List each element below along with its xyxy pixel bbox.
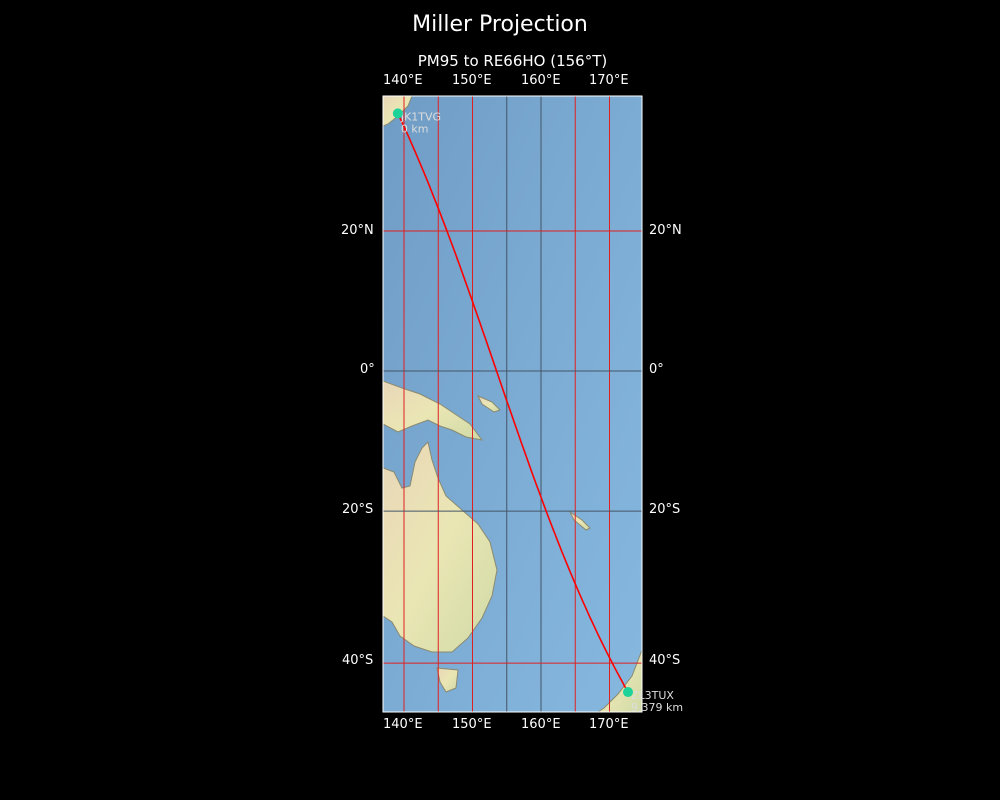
lon-tick-top: 140°E bbox=[383, 73, 423, 88]
graticule bbox=[383, 96, 642, 712]
lat-tick-right: 20°N bbox=[649, 223, 682, 238]
station-marker bbox=[622, 687, 633, 698]
lon-tick-bottom: 160°E bbox=[521, 717, 561, 732]
station-distance: 9,379 km bbox=[631, 701, 683, 714]
figure-title: Miller Projection bbox=[412, 12, 588, 37]
lat-tick-right: 20°S bbox=[649, 502, 681, 517]
lat-tick-left: 20°S bbox=[342, 502, 374, 517]
lon-tick-bottom: 170°E bbox=[589, 717, 629, 732]
lon-tick-top: 150°E bbox=[452, 73, 492, 88]
map-subtitle: PM95 to RE66HO (156°T) bbox=[417, 52, 608, 70]
lon-tick-bottom: 140°E bbox=[383, 717, 423, 732]
map-frame bbox=[382, 95, 643, 713]
lat-tick-left: 40°S bbox=[342, 653, 374, 668]
land-australia bbox=[383, 441, 498, 653]
lon-tick-bottom: 150°E bbox=[452, 717, 492, 732]
station-marker bbox=[392, 108, 403, 119]
land-new-guinea bbox=[383, 380, 484, 441]
station-callsign: ZL3TUX bbox=[631, 689, 674, 702]
lat-tick-right: 0° bbox=[649, 362, 664, 377]
station-callsign: JK1TVG bbox=[400, 110, 441, 123]
lat-tick-right: 40°S bbox=[649, 653, 681, 668]
land-tasmania bbox=[436, 667, 459, 693]
lon-tick-top: 170°E bbox=[589, 73, 629, 88]
great-circle-path bbox=[397, 113, 629, 693]
lat-tick-left: 20°N bbox=[341, 223, 374, 238]
station-distance: 0 km bbox=[401, 122, 429, 135]
lon-tick-top: 160°E bbox=[521, 73, 561, 88]
land-new-britain bbox=[476, 395, 501, 413]
lat-tick-left: 0° bbox=[360, 362, 375, 377]
